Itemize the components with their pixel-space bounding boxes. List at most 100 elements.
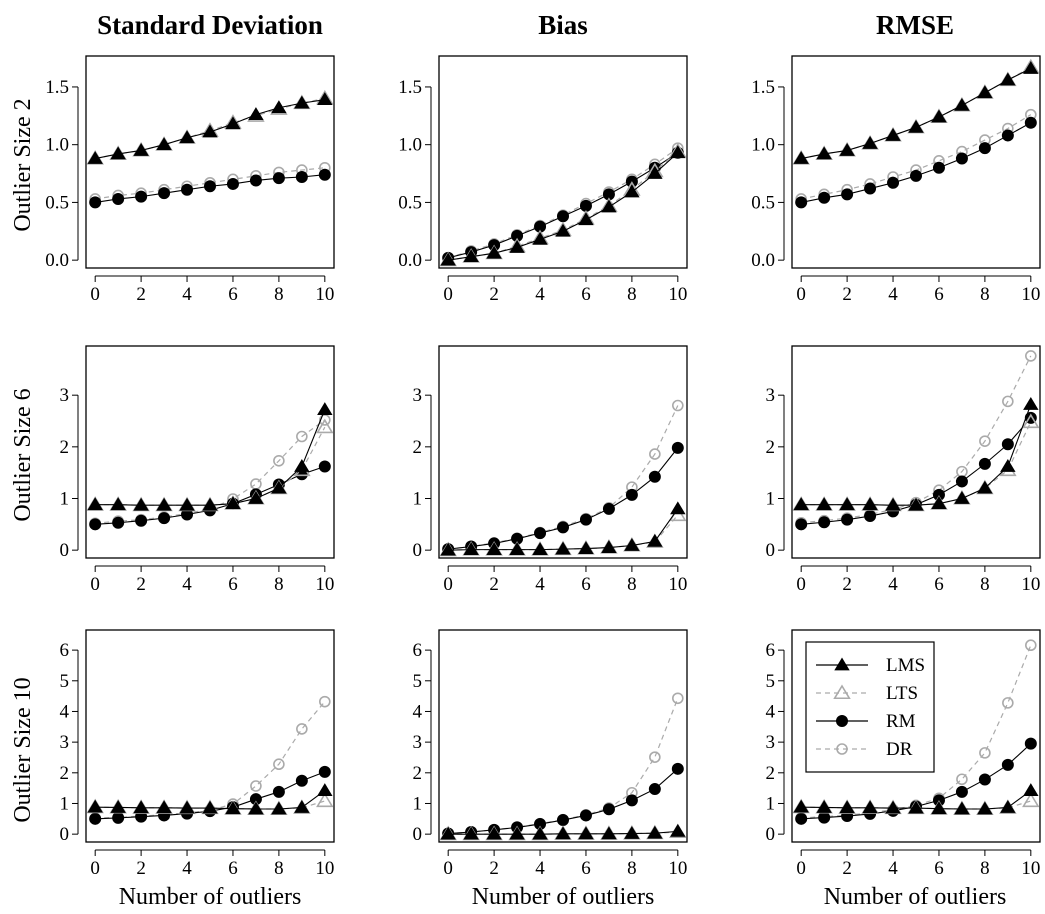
- series-rm: [89, 168, 331, 209]
- point-lms: [1000, 799, 1016, 813]
- y-tick-label: 5: [766, 671, 776, 692]
- y-tick-label: 0.5: [398, 192, 422, 213]
- y-tick-label: 1: [413, 793, 423, 814]
- y-tick-label: 1.5: [398, 77, 422, 98]
- series-rm: [89, 765, 331, 825]
- point-dr: [296, 430, 308, 443]
- x-tick-label: 8: [274, 284, 284, 305]
- point-lms: [110, 146, 126, 160]
- x-tick-label: 6: [934, 574, 944, 595]
- point-rm: [887, 176, 900, 189]
- point-lms: [133, 800, 149, 814]
- y-tick-label: 0: [413, 824, 423, 845]
- point-lms: [202, 497, 218, 511]
- point-rm: [557, 814, 569, 827]
- point-lms: [624, 538, 640, 551]
- point-lms: [179, 497, 195, 511]
- point-rm: [112, 516, 125, 529]
- point-rm: [89, 518, 102, 531]
- x-axis-label-col2: Number of outliers: [472, 884, 655, 910]
- point-rm: [557, 521, 569, 534]
- series-line-dr: [95, 167, 325, 200]
- point-rm: [818, 811, 831, 824]
- point-rm: [89, 812, 102, 825]
- panel-r1-c0: 0 2 4 6 8 10 0 1 2 3: [60, 345, 335, 595]
- y-tick-label: 3: [766, 385, 776, 406]
- x-tick-label: 10: [315, 858, 334, 879]
- point-lms: [532, 542, 548, 556]
- point-rm: [978, 773, 991, 786]
- y-tick-label: 1: [766, 488, 776, 509]
- y-tick-label: 1.0: [45, 135, 69, 156]
- series-line-dr: [448, 698, 679, 835]
- x-tick-label: 8: [980, 284, 990, 305]
- series-line-lms: [801, 404, 1032, 506]
- point-lms: [670, 501, 686, 515]
- point-dr: [979, 747, 991, 759]
- x-tick-label: 6: [581, 858, 591, 879]
- x-tick-label: 6: [581, 574, 591, 595]
- y-tick-label: 1: [413, 488, 423, 509]
- x-tick-label: 0: [796, 574, 806, 595]
- series-lms: [440, 823, 686, 840]
- point-lms: [463, 826, 479, 840]
- point-rm: [158, 187, 171, 200]
- point-rm: [625, 488, 638, 501]
- point-dr: [1002, 395, 1014, 408]
- point-lms: [839, 800, 855, 814]
- series-line-rm: [801, 122, 1032, 203]
- point-rm: [112, 192, 125, 205]
- point-lms: [885, 800, 901, 814]
- panel-r1-c1: 0 2 4 6 8 10 0 1 2 3: [413, 345, 688, 595]
- series-lts: [792, 413, 1040, 512]
- point-lms: [555, 541, 571, 555]
- series-lms: [87, 402, 333, 511]
- panel-r2-c0: 0 2 4 6 8 10 0 1 2 3 4 5 6: [60, 629, 335, 879]
- legend-box: [805, 641, 935, 773]
- point-lms: [294, 799, 310, 813]
- point-lms: [578, 826, 594, 840]
- point-lms: [839, 497, 855, 511]
- x-tick-label: 4: [535, 858, 545, 879]
- point-rm: [864, 182, 877, 195]
- point-lms: [87, 151, 103, 164]
- point-lms: [317, 402, 333, 416]
- point-lms: [885, 127, 901, 141]
- y-tick-label: 0.0: [751, 250, 775, 271]
- series-line-rm: [448, 447, 679, 550]
- x-tick-label: 8: [627, 284, 637, 305]
- point-lms: [862, 497, 878, 511]
- y-tick-label: 0.5: [45, 192, 69, 213]
- point-lms: [248, 107, 264, 121]
- row-label-size2: Outlier Size 2: [10, 98, 36, 231]
- point-lms: [248, 801, 264, 815]
- plot-frame: [85, 55, 335, 269]
- point-lms: [1000, 72, 1016, 86]
- y-tick-label: 1.5: [45, 77, 69, 98]
- point-lms: [202, 124, 218, 138]
- legend-label: LMS: [886, 655, 925, 676]
- point-lms: [977, 480, 993, 494]
- x-tick-label: 2: [136, 284, 146, 305]
- panel-r2-c1: 0 2 4 6 8 10 0 1 2 3 4 5 6: [413, 629, 688, 879]
- x-tick-label: 10: [668, 858, 687, 879]
- legend-marker: [833, 684, 851, 700]
- point-dr: [319, 695, 331, 708]
- point-rm: [818, 516, 831, 529]
- point-lts: [1022, 792, 1040, 808]
- series-line-lts: [801, 421, 1032, 506]
- point-rm: [978, 142, 991, 155]
- point-dr: [250, 780, 262, 792]
- point-rm: [625, 794, 638, 807]
- point-rm: [318, 460, 331, 473]
- x-tick-label: 10: [1021, 284, 1040, 305]
- point-dr: [296, 723, 308, 735]
- y-tick-label: 3: [60, 732, 70, 753]
- y-tick-label: 0: [60, 540, 70, 561]
- point-rm: [272, 172, 285, 185]
- x-tick-label: 2: [842, 574, 852, 595]
- point-lms: [793, 497, 809, 511]
- point-rm: [579, 513, 592, 526]
- point-lms: [156, 497, 172, 511]
- point-lms: [954, 491, 970, 504]
